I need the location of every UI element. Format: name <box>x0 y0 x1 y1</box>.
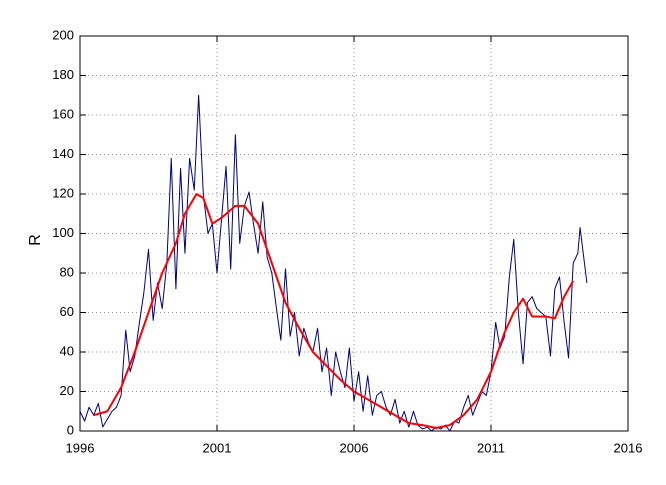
y-tick-label: 20 <box>60 383 74 398</box>
y-tick-label: 80 <box>60 264 74 279</box>
y-tick-label: 120 <box>52 185 74 200</box>
y-tick-label: 40 <box>60 343 74 358</box>
plot-frame <box>79 35 629 432</box>
x-tick-label: 2011 <box>477 440 505 455</box>
series-line <box>93 193 575 430</box>
series-line <box>79 94 588 432</box>
y-tick-label: 0 <box>67 422 74 437</box>
y-axis-label: R <box>27 234 44 246</box>
x-tick-label: 2016 <box>614 440 643 455</box>
y-tick-label: 160 <box>52 106 74 121</box>
y-tick-label: 140 <box>52 146 74 161</box>
x-tick-label: 2001 <box>203 440 232 455</box>
x-tick-label: 1996 <box>66 440 95 455</box>
x-tick-label: 2006 <box>340 440 369 455</box>
y-tick-label: 200 <box>52 27 74 42</box>
y-tick-label: 100 <box>52 225 74 240</box>
y-tick-label: 180 <box>52 67 74 82</box>
y-tick-label: 60 <box>60 304 74 319</box>
